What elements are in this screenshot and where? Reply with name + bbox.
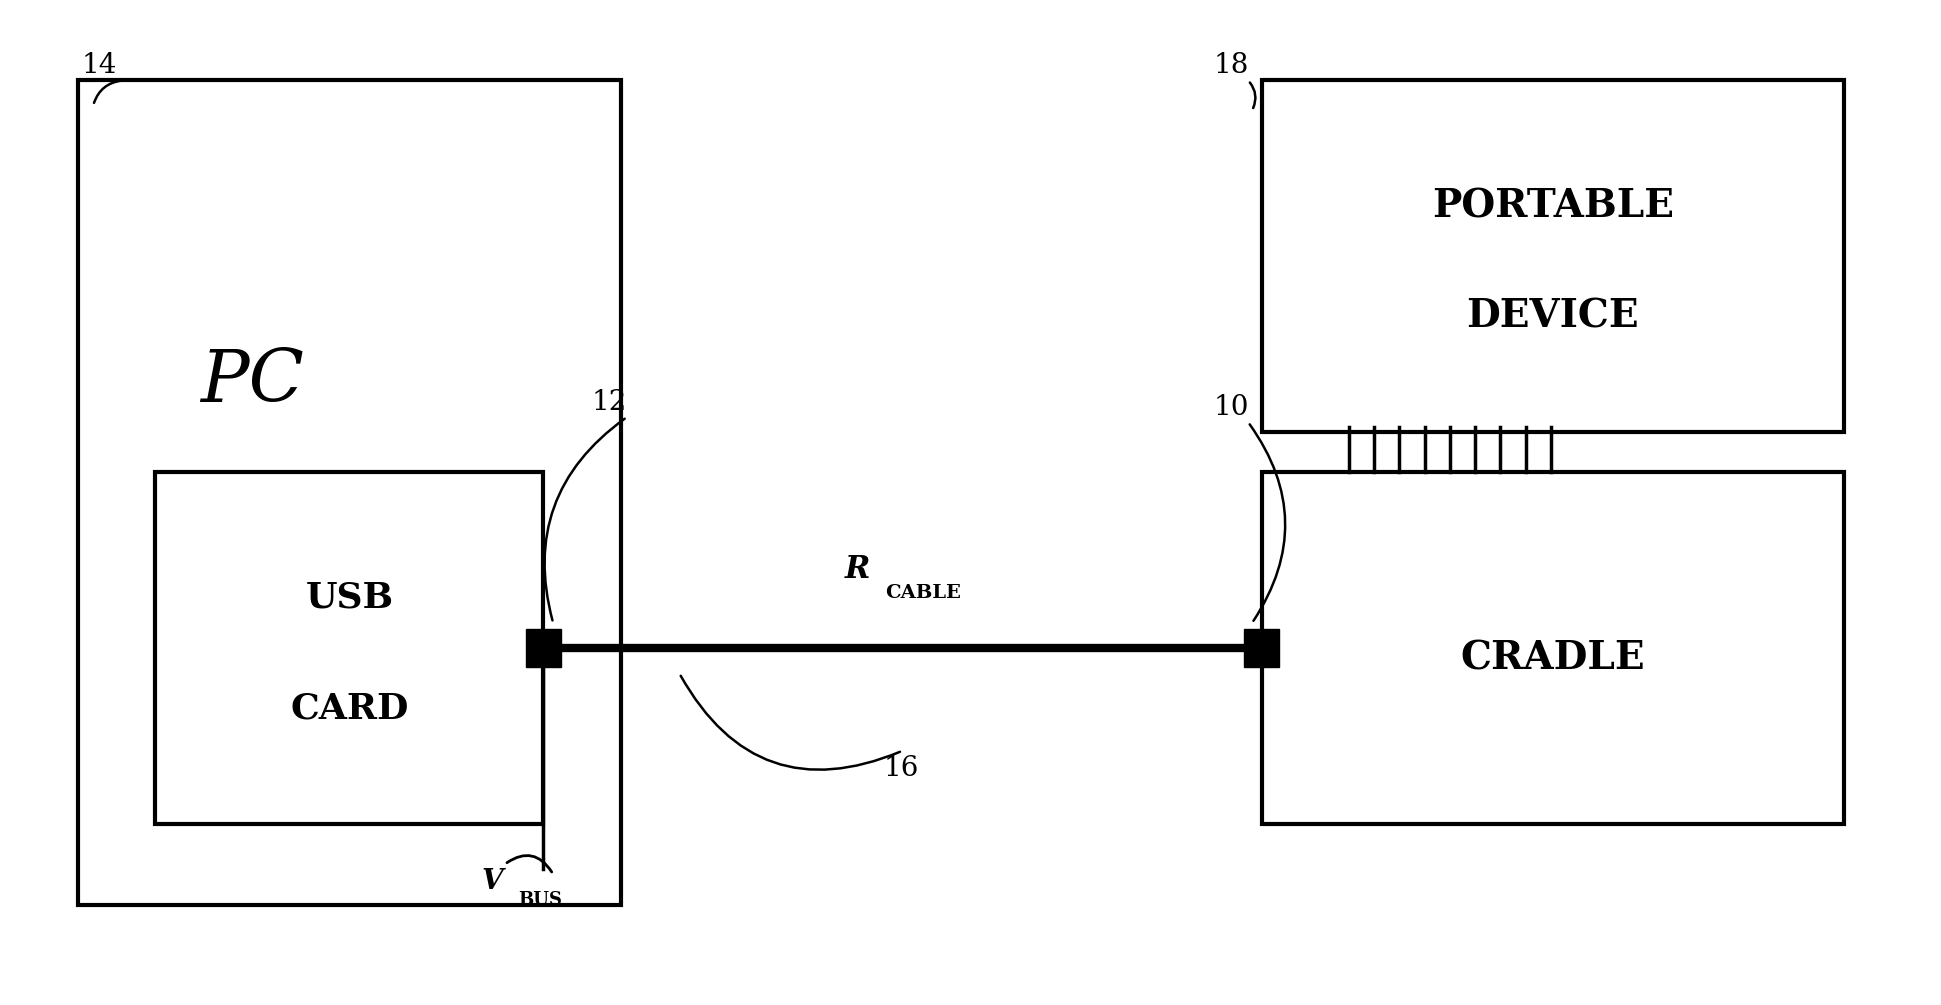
Bar <box>78 80 621 904</box>
Text: CARD: CARD <box>291 691 408 726</box>
Text: PORTABLE: PORTABLE <box>1432 187 1673 225</box>
Bar <box>526 629 561 667</box>
Text: 12: 12 <box>592 389 627 415</box>
Text: 10: 10 <box>1213 394 1248 420</box>
Text: CABLE: CABLE <box>885 584 961 602</box>
Bar <box>155 472 543 824</box>
Text: R: R <box>844 554 870 585</box>
Text: USB: USB <box>305 581 394 615</box>
Text: PC: PC <box>200 347 305 417</box>
Text: V: V <box>481 868 503 895</box>
Text: 16: 16 <box>883 756 918 782</box>
Bar <box>1244 629 1279 667</box>
Text: 14: 14 <box>82 52 116 78</box>
Text: CRADLE: CRADLE <box>1460 639 1646 677</box>
Text: DEVICE: DEVICE <box>1467 297 1638 336</box>
Bar <box>1262 80 1844 432</box>
Text: BUS: BUS <box>518 890 563 909</box>
Text: 18: 18 <box>1213 52 1248 78</box>
Bar <box>1262 472 1844 824</box>
